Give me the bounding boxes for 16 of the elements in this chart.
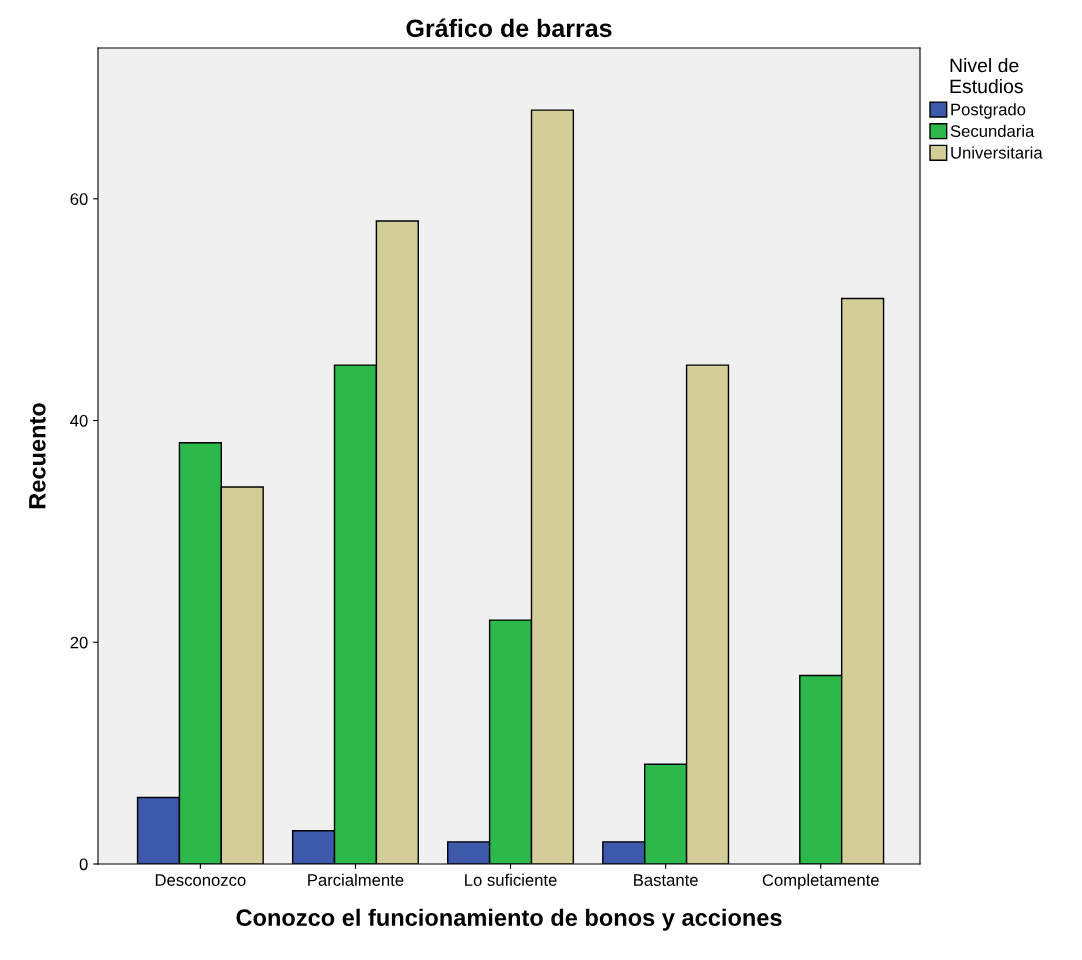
x-tick-label: Lo suficiente: [465, 873, 557, 886]
legend-label: Postgrado: [951, 103, 1026, 119]
x-tick-label: Parcialmente: [308, 873, 404, 886]
y-tick-label: 0: [79, 858, 88, 871]
y-axis-title: Recuento: [29, 403, 46, 509]
x-tick-label: Bastante: [634, 874, 698, 886]
chart-title: Gráfico de barras: [406, 18, 612, 38]
x-axis-title: Conozco el funcionamiento de bonos y acciones: [236, 908, 782, 931]
legend-title: Nivel de Estudios: [950, 58, 1023, 94]
y-tick-label: 60: [70, 193, 88, 205]
legend-label: Universitaria: [951, 146, 1043, 159]
y-tick-label: 20: [70, 636, 88, 649]
x-tick-label: Desconozco: [155, 874, 246, 886]
x-tick-label: Completamente: [762, 873, 879, 890]
legend-label: Secundaria: [950, 124, 1035, 138]
y-tick-label: 40: [70, 414, 88, 427]
